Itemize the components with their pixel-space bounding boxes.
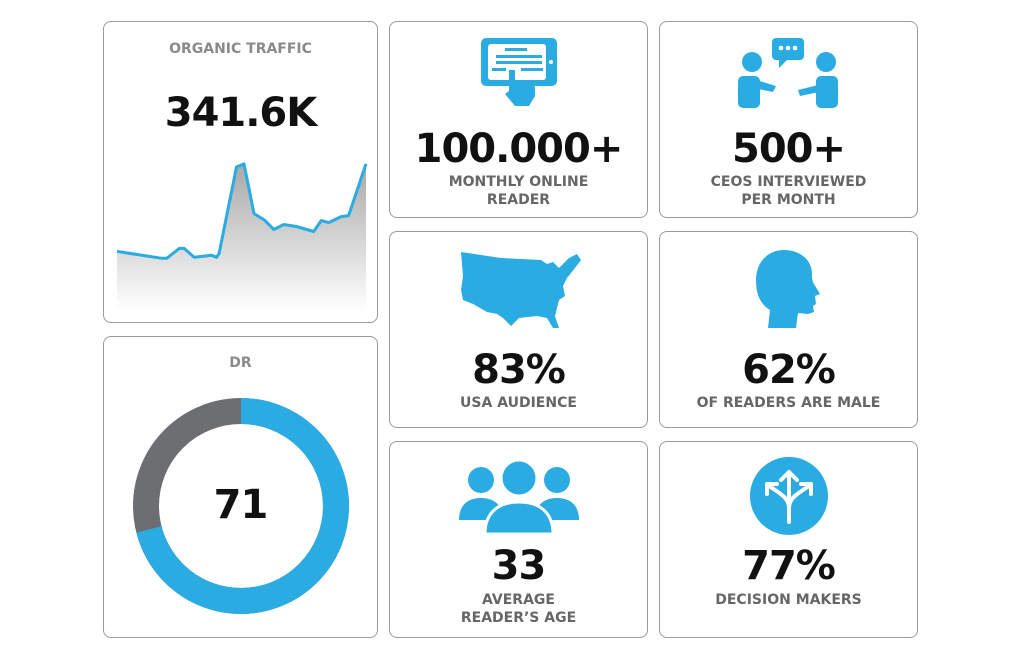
- stat-value: 77%: [742, 543, 836, 589]
- dr-value: 71: [213, 482, 269, 528]
- stat-caption: CEOS INTERVIEWED PER MONTH: [660, 173, 917, 209]
- stat-caption: DECISION MAKERS: [660, 591, 917, 609]
- decision-arrows-icon: [749, 456, 829, 536]
- caption-line-2: READER’S AGE: [460, 610, 577, 626]
- stat-value: 62%: [742, 347, 836, 393]
- organic-traffic-card: ORGANIC TRAFFIC 341.6K: [103, 21, 378, 323]
- caption-line-1: OF READERS ARE MALE: [696, 395, 881, 411]
- dr-donut: [133, 398, 349, 614]
- stat-caption: OF READERS ARE MALE: [660, 394, 917, 412]
- caption-line-1: CEOS INTERVIEWED: [710, 174, 867, 190]
- sparkline-line: [116, 162, 368, 260]
- stat-value: 100.000+: [414, 126, 624, 172]
- stat-card-age: 33 AVERAGE READER’S AGE: [389, 441, 648, 638]
- caption-line-1: MONTHLY ONLINE: [448, 174, 589, 190]
- stat-caption: USA AUDIENCE: [390, 394, 647, 412]
- stat-card-ceos: 500+ CEOS INTERVIEWED PER MONTH: [659, 21, 918, 218]
- stat-caption: AVERAGE READER’S AGE: [390, 591, 647, 627]
- audience-group-icon: [457, 456, 581, 534]
- stat-card-usa: 83% USA AUDIENCE: [389, 231, 648, 428]
- male-head-icon: [754, 248, 824, 328]
- caption-line-1: AVERAGE: [482, 592, 555, 608]
- caption-line-2: READER: [486, 192, 551, 208]
- stat-card-male: 62% OF READERS ARE MALE: [659, 231, 918, 428]
- stat-card-readers: 100.000+ MONTHLY ONLINE READER: [389, 21, 648, 218]
- organic-traffic-label: ORGANIC TRAFFIC: [169, 41, 312, 57]
- stat-value: 83%: [472, 347, 566, 393]
- stat-card-decision: 77% DECISION MAKERS: [659, 441, 918, 638]
- stat-value: 33: [491, 543, 547, 589]
- caption-line-1: USA AUDIENCE: [460, 395, 577, 411]
- usa-map-icon: [455, 248, 583, 328]
- traffic-sparkline: [116, 162, 368, 311]
- tablet-touch-icon: [479, 36, 559, 108]
- stat-value: 500+: [731, 126, 846, 172]
- dr-card: DR 71: [103, 336, 378, 638]
- dr-label: DR: [229, 355, 252, 371]
- stat-caption: MONTHLY ONLINE READER: [390, 173, 647, 209]
- sparkline-area: [117, 163, 366, 311]
- organic-traffic-value: 341.6K: [164, 90, 318, 136]
- donut-value-arc: [133, 398, 349, 614]
- caption-line-2: PER MONTH: [741, 192, 836, 208]
- caption-line-1: DECISION MAKERS: [715, 592, 862, 608]
- conversation-icon: [734, 36, 844, 108]
